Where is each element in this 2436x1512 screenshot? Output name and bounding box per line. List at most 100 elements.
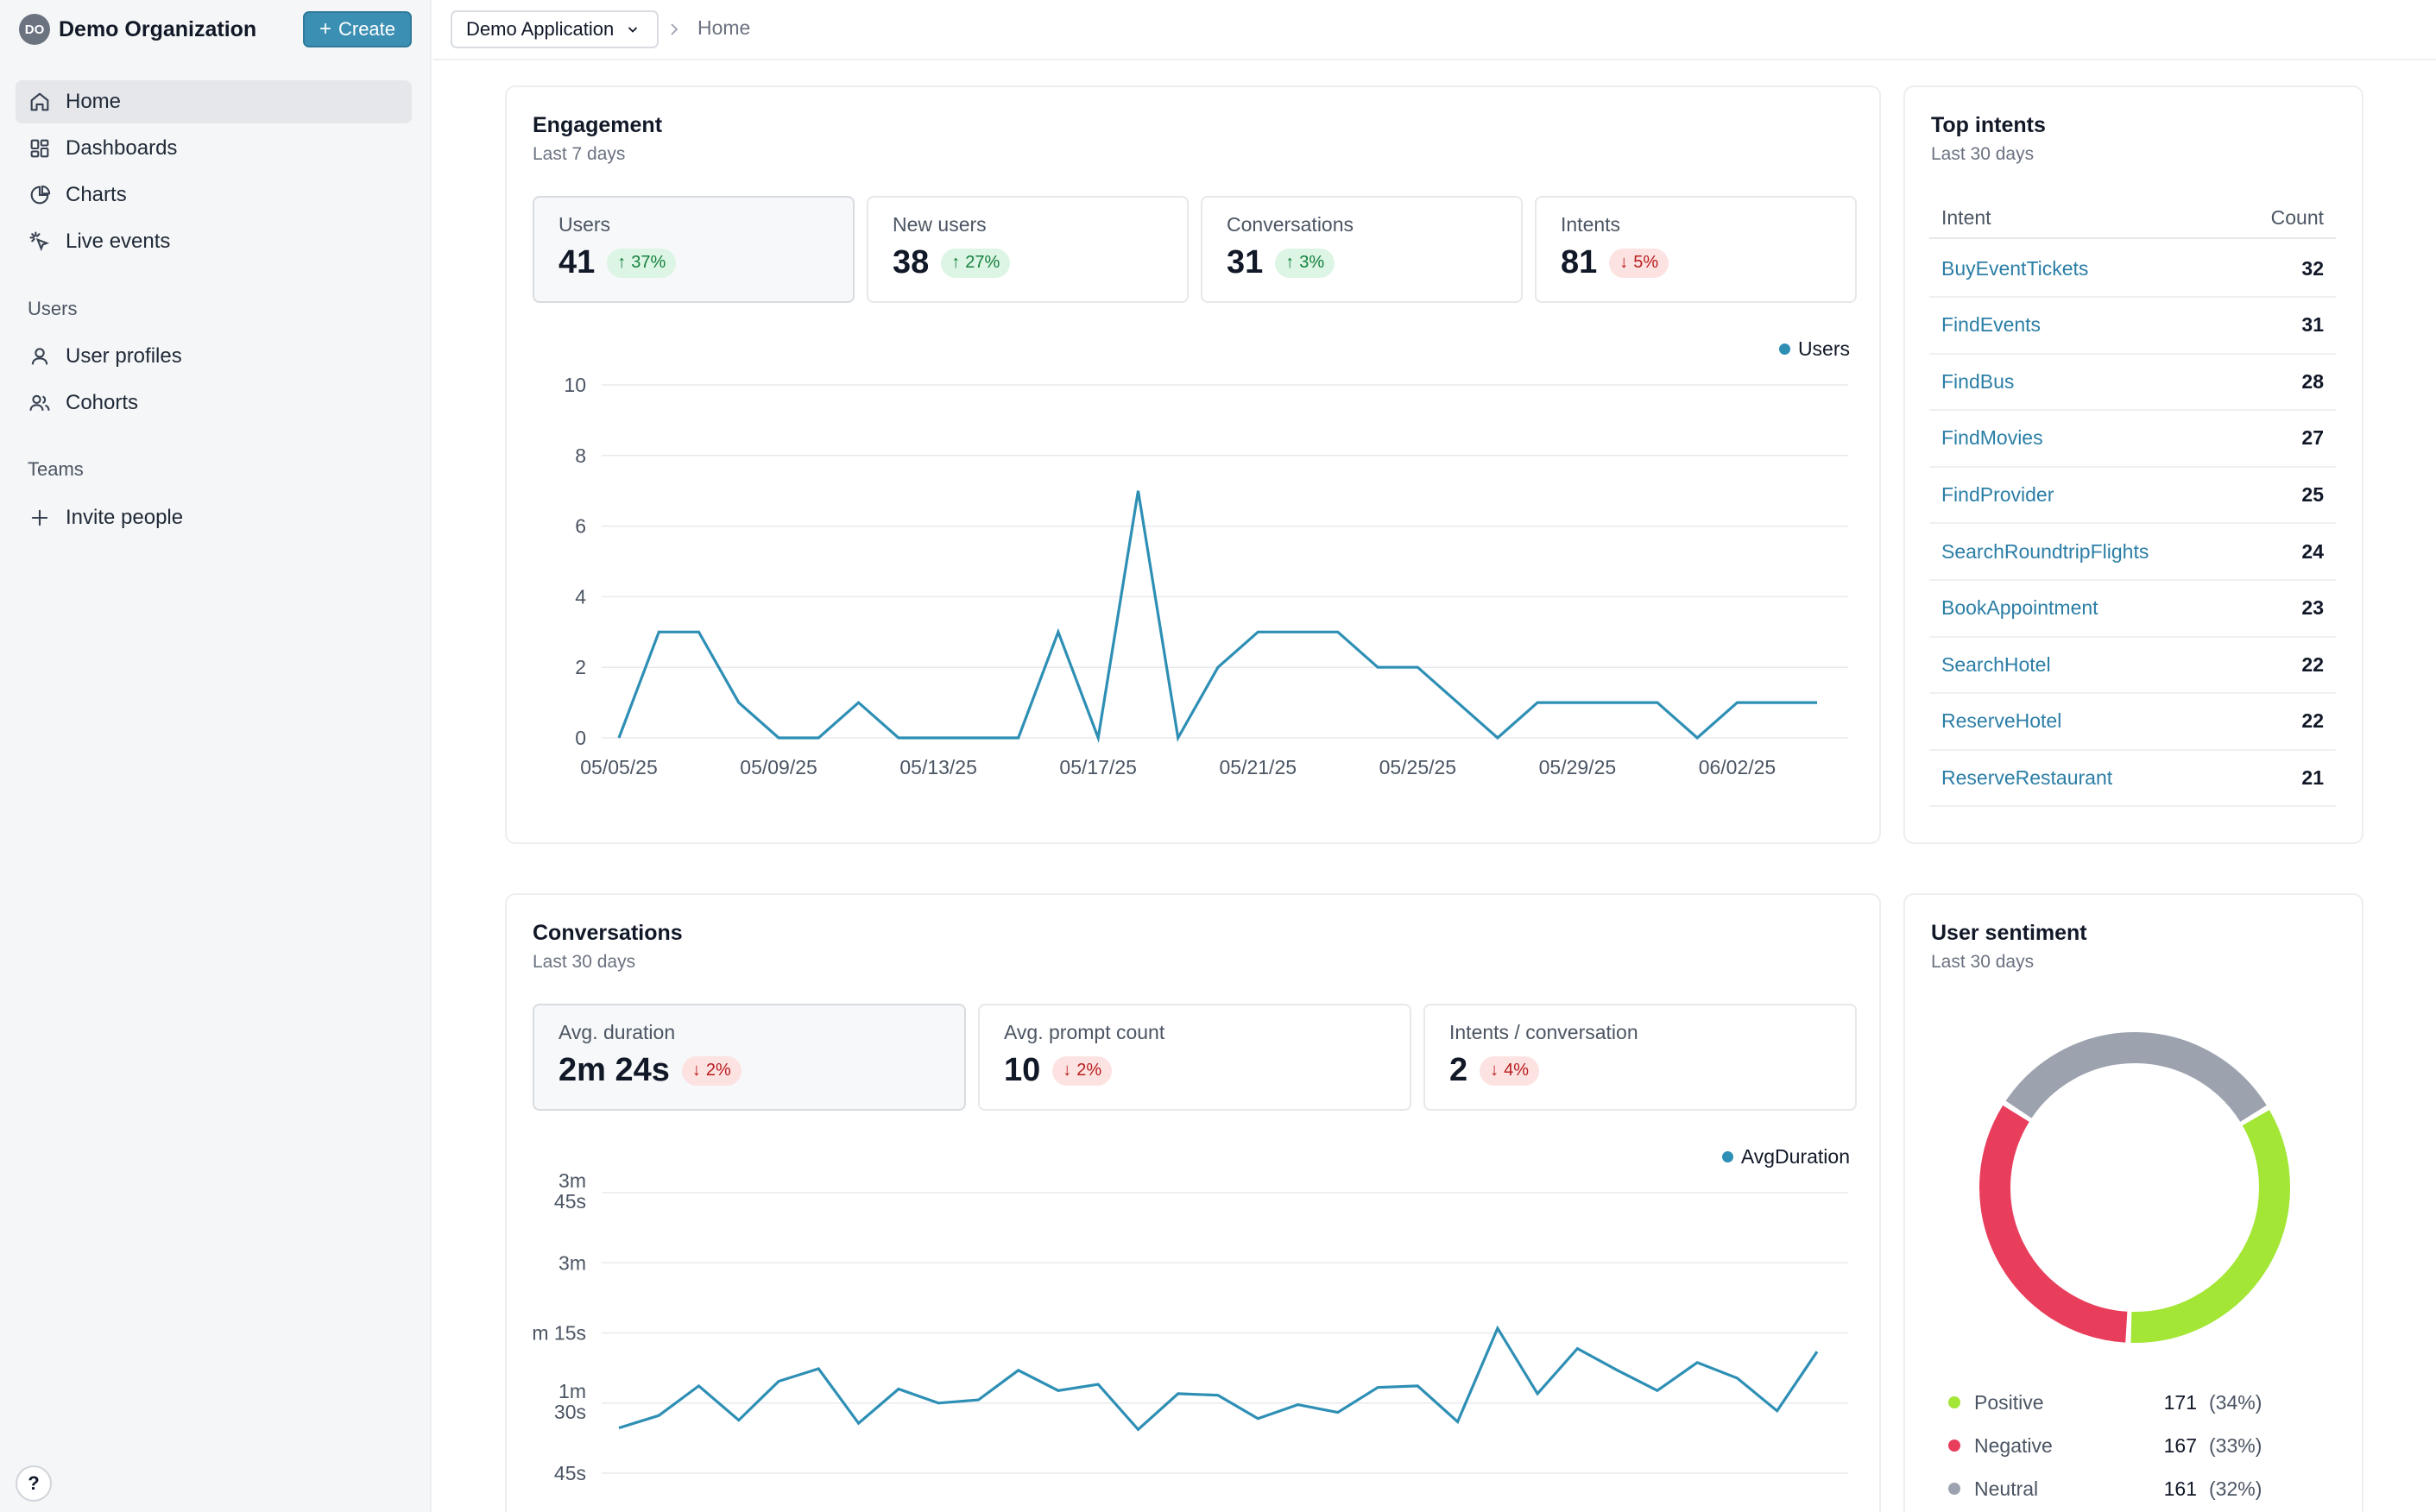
trend-delta: 37% [631,253,666,272]
conversations-subtitle: Last 30 days [533,952,636,972]
intent-link[interactable]: SearchRoundtripFlights [1941,539,2149,563]
sentiment-pct: (32%) [2209,1477,2262,1500]
sidebar-item-cohorts[interactable]: Cohorts [16,381,412,425]
donut-slice-negative[interactable] [1979,1105,2128,1343]
stat-users[interactable]: Users 41 ↑ 37% [533,196,855,303]
topbar: Demo Application Home [433,0,2436,60]
trend-delta: 3% [1299,253,1325,272]
table-header: Intent Count [1929,198,2336,239]
conversations-title: Conversations [533,921,683,945]
table-row[interactable]: FindBus 28 [1929,354,2336,412]
table-row[interactable]: FindProvider 25 [1929,467,2336,525]
stat-avg-duration[interactable]: Avg. duration 2m 24s ↓ 2% [533,1004,966,1111]
help-button[interactable]: ? [16,1465,52,1502]
sidebar-item-user-profiles[interactable]: User profiles [16,335,412,378]
table-row[interactable]: FindEvents 31 [1929,298,2336,355]
intent-link[interactable]: BuyEventTickets [1941,256,2089,280]
sidebar-item-label: Dashboards [66,136,178,160]
top-intents-subtitle: Last 30 days [1931,144,2035,164]
sidebar-item-dashboards[interactable]: Dashboards [16,127,412,170]
intent-count: 27 [2301,426,2324,450]
table-row[interactable]: SearchRoundtripFlights 24 [1929,524,2336,581]
stat-value: 31 [1227,244,1264,280]
stat-avg-prompt-count[interactable]: Avg. prompt count 10 ↓ 2% [978,1004,1411,1111]
trend-badge: ↑ 3% [1275,248,1335,278]
intent-link[interactable]: BookAppointment [1941,596,2098,620]
legend-dot [1778,343,1790,355]
y-tick-label: 10 [564,374,586,396]
y-tick-label: 1m 30s [554,1380,586,1423]
intent-link[interactable]: ReserveHotel [1941,709,2062,733]
donut-slice-positive[interactable] [2130,1110,2290,1343]
sentiment-name: Neutral [1974,1477,2039,1500]
intent-count: 22 [2301,652,2324,676]
users-line-chart: 0 2 4 6 8 10 05/05/25 05/09/25 05/13/25 05/17/25 0… [564,374,1848,778]
y-tick-label: 3m [559,1251,586,1274]
sentiment-count: 171 [2163,1390,2197,1414]
table-row[interactable]: BookAppointment 23 [1929,581,2336,638]
chevron-down-icon [628,27,638,33]
series-line [618,1325,1819,1432]
invite-people-button[interactable]: Invite people [16,496,412,539]
stat-value: 81 [1561,244,1598,280]
table-row[interactable]: BuyEventTickets 32 [1929,241,2336,298]
donut-slice-neutral[interactable] [2005,1032,2267,1123]
table-row[interactable]: FindMovies 27 [1929,411,2336,468]
top-intents-card: Top intents Last 30 days Intent Count Bu… [1903,85,2363,844]
intent-count: 31 [2301,313,2324,337]
intent-link[interactable]: SearchHotel [1941,652,2051,676]
intent-link[interactable]: FindMovies [1941,426,2043,450]
plus-icon: + [319,17,331,41]
sidebar-item-charts[interactable]: Charts [16,173,412,217]
table-row[interactable]: ReserveRestaurant 21 [1929,750,2336,808]
sidebar-item-live-events[interactable]: Live events [16,220,412,263]
intent-count: 32 [2301,256,2324,280]
intent-count: 21 [2301,765,2324,789]
breadcrumb: Home [697,16,751,39]
arrow-up-icon: ↑ [951,253,961,272]
stat-conversations[interactable]: Conversations 31 ↑ 3% [1201,196,1523,303]
stat-new-users[interactable]: New users 38 ↑ 27% [867,196,1189,303]
table-row[interactable]: ReserveHotel 22 [1929,694,2336,751]
intent-count: 28 [2301,369,2324,393]
trend-badge: ↓ 5% [1609,248,1669,278]
create-label: Create [338,18,396,40]
sidebar-item-home[interactable]: Home [16,80,412,123]
intent-link[interactable]: FindBus [1941,369,2015,393]
stat-value: 2m 24s [559,1052,670,1088]
sentiment-legend-item: Neutral 161 (32%) [1948,1471,2276,1506]
intent-link[interactable]: FindProvider [1941,482,2054,506]
sentiment-pct: (33%) [2209,1433,2262,1457]
stat-label: New users [893,213,987,236]
col-count: Count [2270,205,2324,229]
col-intent: Intent [1941,205,1991,229]
y-tick-label: 8 [575,444,586,467]
arrow-down-icon: ↓ [691,1061,701,1080]
trend-badge: ↓ 4% [1480,1055,1540,1086]
engagement-title: Engagement [533,113,663,137]
trend-badge: ↑ 27% [941,248,1011,278]
intent-count: 24 [2301,539,2324,563]
stat-label: Intents [1561,213,1621,236]
stat-intents-per-conversation[interactable]: Intents / conversation 2 ↓ 4% [1423,1004,1857,1111]
stat-intents[interactable]: Intents 81 ↓ 5% [1535,196,1857,303]
sentiment-legend-item: Positive 171 (34%) [1948,1385,2276,1420]
stat-label: Intents / conversation [1449,1021,1638,1043]
sidebar-item-label: Invite people [66,506,184,529]
avg-duration-line-chart: 45s 1m 30s m 15s 3m 3m 45s [532,1169,1848,1484]
org-avatar: DO [19,14,50,45]
user-icon [31,348,48,365]
create-button[interactable]: + Create [303,11,412,47]
stat-label: Avg. duration [559,1021,676,1043]
x-tick-label: 05/13/25 [899,756,977,778]
table-row[interactable]: SearchHotel 22 [1929,637,2336,695]
org-switcher[interactable]: DO Demo Organization [19,12,256,47]
app-selector[interactable]: Demo Application [451,10,659,48]
x-tick-label: 05/09/25 [740,756,817,778]
arrow-up-icon: ↑ [1285,253,1295,272]
intent-link[interactable]: FindEvents [1941,313,2042,337]
legend-label: Users [1797,337,1850,360]
sentiment-legend-item: Negative 167 (33%) [1948,1428,2276,1463]
intent-link[interactable]: ReserveRestaurant [1941,765,2113,789]
conversations-card: Conversations Last 30 days Avg. duration… [505,893,1881,1512]
